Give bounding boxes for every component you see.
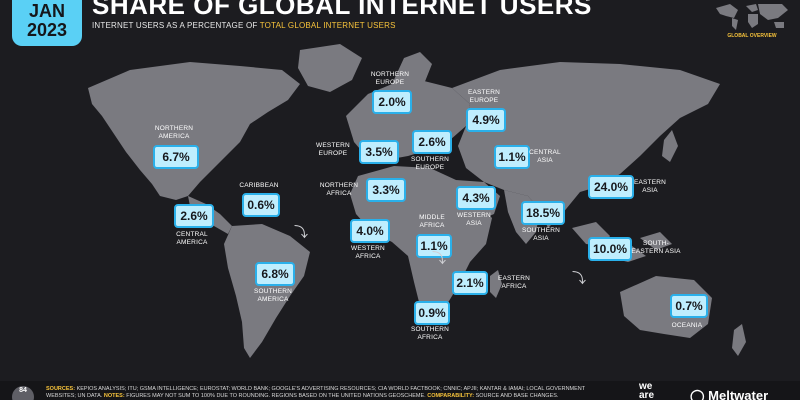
global-overview-icon [716,4,788,30]
landmass-southeast-asia [572,222,672,262]
landmass-asia [452,62,720,228]
value-box-central-asia: 1.1% [494,145,530,169]
value-box-eastern-africa: 2.1% [452,271,488,295]
page-subtitle: INTERNET USERS AS A PERCENTAGE OF TOTAL … [92,21,396,30]
region-label-southern-europe: SOUTHERN EUROPE [410,156,450,171]
date-year: 2023 [26,20,68,40]
date-badge: JAN 2023 [12,0,82,46]
value-box-southern-asia: 18.5% [521,201,565,225]
meltwater-logo-text: Meltwater [708,388,769,400]
region-label-northern-europe: NORTHERN EUROPE [370,71,410,86]
region-label-western-europe: WESTERN EUROPE [316,142,350,157]
region-label-southern-asia: SOUTHERN ASIA [521,227,561,242]
comparability-label: COMPARABILITY: [427,393,475,399]
landmass-north-america [88,62,300,200]
date-month: JAN [28,1,65,21]
value-box-southern-america: 6.8% [255,262,295,286]
page-title: SHARE OF GLOBAL INTERNET USERS [92,0,592,20]
meltwater-logo: ◯ Meltwater [690,388,768,400]
notes-body: FIGURES MAY NOT SUM TO 100% DUE TO ROUND… [126,393,426,399]
region-label-caribbean: CARIBBEAN [239,182,279,189]
landmass-greenland [298,44,362,92]
region-label-central-asia: CENTRAL ASIA [529,149,561,164]
value-box-northern-america: 6.7% [153,145,199,169]
region-label-eastern-africa: EASTERN AFRICA [497,275,531,290]
region-label-eastern-asia: EASTERN ASIA [633,179,667,194]
value-box-western-africa: 4.0% [350,219,390,243]
page-number-badge: 84 [12,386,34,400]
value-box-south-eastern-asia: 10.0% [588,237,632,261]
region-label-southern-africa: SOUTHERN AFRICA [410,326,450,341]
region-label-western-africa: WESTERN AFRICA [351,245,385,260]
broadcast-icon: ⤵ [432,250,446,266]
page-number: 84 [19,387,27,394]
region-label-western-asia: WESTERN ASIA [457,212,491,227]
broadcast-icon: ⤵ [294,224,308,240]
region-label-south-eastern-asia: SOUTH-EASTERN ASIA [631,240,681,255]
region-label-central-america: CENTRAL AMERICA [176,231,208,246]
landmass-madagascar [490,270,502,298]
notes-label: NOTES: [103,393,125,399]
value-box-northern-africa: 3.3% [366,178,406,202]
sources-label: SOURCES: [46,386,76,392]
comparability-body: SOURCE AND BASE CHANGES. [475,393,559,399]
region-label-oceania: OCEANIA [671,322,703,329]
value-box-western-asia: 4.3% [456,186,496,210]
broadcast-icon: ⤵ [572,270,586,286]
landmass-australia [620,276,712,338]
value-box-eastern-asia: 24.0% [588,175,634,199]
value-box-central-america: 2.6% [174,204,214,228]
sources-text: SOURCES: KEPIOS ANALYSIS; ITU; GSMA INTE… [46,386,606,400]
subtitle-prefix: INTERNET USERS AS A PERCENTAGE OF [92,21,260,30]
value-box-northern-europe: 2.0% [372,90,412,114]
region-label-northern-africa: NORTHERN AFRICA [319,182,359,197]
value-box-southern-europe: 2.6% [412,130,452,154]
value-box-middle-africa: 1.1% [416,234,452,258]
subtitle-highlight: TOTAL GLOBAL INTERNET USERS [259,21,396,30]
footer-bar [0,381,800,400]
value-box-southern-africa: 0.9% [414,301,450,325]
logo-we-line1: we [639,381,653,392]
landmass-new-zealand [732,324,746,356]
region-label-southern-america: SOUTHERN AMERICA [253,288,293,303]
landmass-south-america [224,224,310,358]
value-box-caribbean: 0.6% [242,193,280,217]
logo-we-line2: are [639,390,655,400]
landmass-japan [662,130,678,162]
landmass-scandinavia [392,52,432,84]
value-box-western-europe: 3.5% [359,140,399,164]
we-are-social-logo: we are [639,382,654,400]
value-box-eastern-europe: 4.9% [466,108,506,132]
sources-body: KEPIOS ANALYSIS; ITU; GSMA INTELLIGENCE;… [46,386,586,399]
region-label-eastern-europe: EASTERN EUROPE [467,89,501,104]
region-label-northern-america: NORTHERN AMERICA [154,125,194,140]
region-label-middle-africa: MIDDLE AFRICA [419,214,445,229]
global-overview-label: GLOBAL OVERVIEW [727,33,777,39]
value-box-oceania: 0.7% [670,294,708,318]
